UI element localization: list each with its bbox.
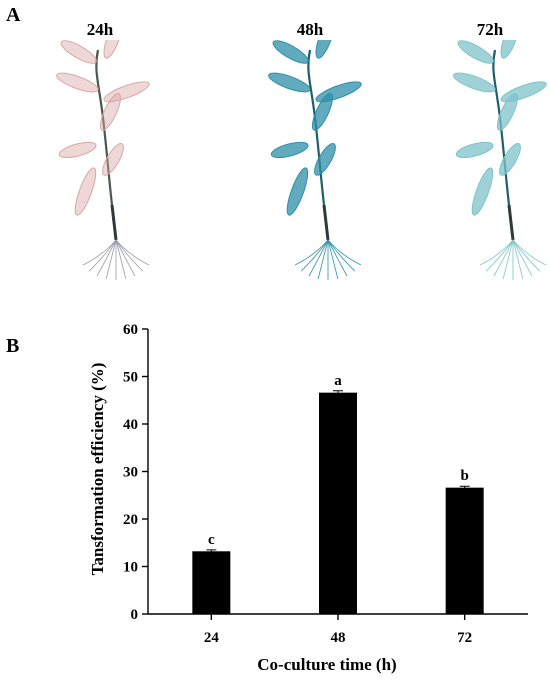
- panel-a-label: A: [6, 4, 21, 26]
- x-tick-label-72: 72: [457, 630, 472, 646]
- y-tick-label: 20: [123, 512, 138, 528]
- y-tick-label: 0: [131, 607, 139, 623]
- error-bar-24: [206, 549, 217, 553]
- panel-b-label: B: [6, 335, 20, 357]
- y-tick-label: 60: [123, 322, 138, 338]
- bar-72: [445, 487, 484, 614]
- significance-label-24: c: [208, 532, 215, 548]
- time-label-24h: 24h: [86, 20, 114, 39]
- bars: c a b: [192, 373, 484, 614]
- significance-label-72: b: [460, 468, 468, 484]
- bar-24: [192, 551, 231, 614]
- transformation-efficiency-chart: 0 10 20 30 40 50 60 24 48 72 c a b Tansformation e…: [88, 322, 528, 674]
- y-tick-label: 30: [123, 465, 138, 481]
- x-axis: 24 48 72: [148, 613, 528, 646]
- error-bar-48: [333, 390, 343, 395]
- y-tick-label: 10: [123, 560, 138, 576]
- x-tick-label-24: 24: [204, 630, 220, 646]
- time-label-48h: 48h: [296, 20, 324, 39]
- plant-48h: [268, 40, 362, 280]
- plant-72h: [453, 40, 547, 280]
- y-axis: 0 10 20 30 40 50 60: [123, 322, 149, 623]
- bar-48: [319, 392, 357, 614]
- error-bar-72: [459, 485, 470, 490]
- x-axis-label: Co-culture time (h): [257, 655, 396, 674]
- time-label-72h: 72h: [476, 20, 504, 39]
- y-tick-label: 50: [123, 370, 138, 386]
- y-tick-label: 40: [123, 417, 138, 433]
- plant-24h: [56, 40, 150, 280]
- gus-stained-plants-image: [56, 40, 547, 280]
- significance-label-48: a: [334, 373, 342, 389]
- x-tick-label-48: 48: [331, 630, 346, 646]
- y-axis-label: Tansformation efficiency (%): [88, 363, 107, 576]
